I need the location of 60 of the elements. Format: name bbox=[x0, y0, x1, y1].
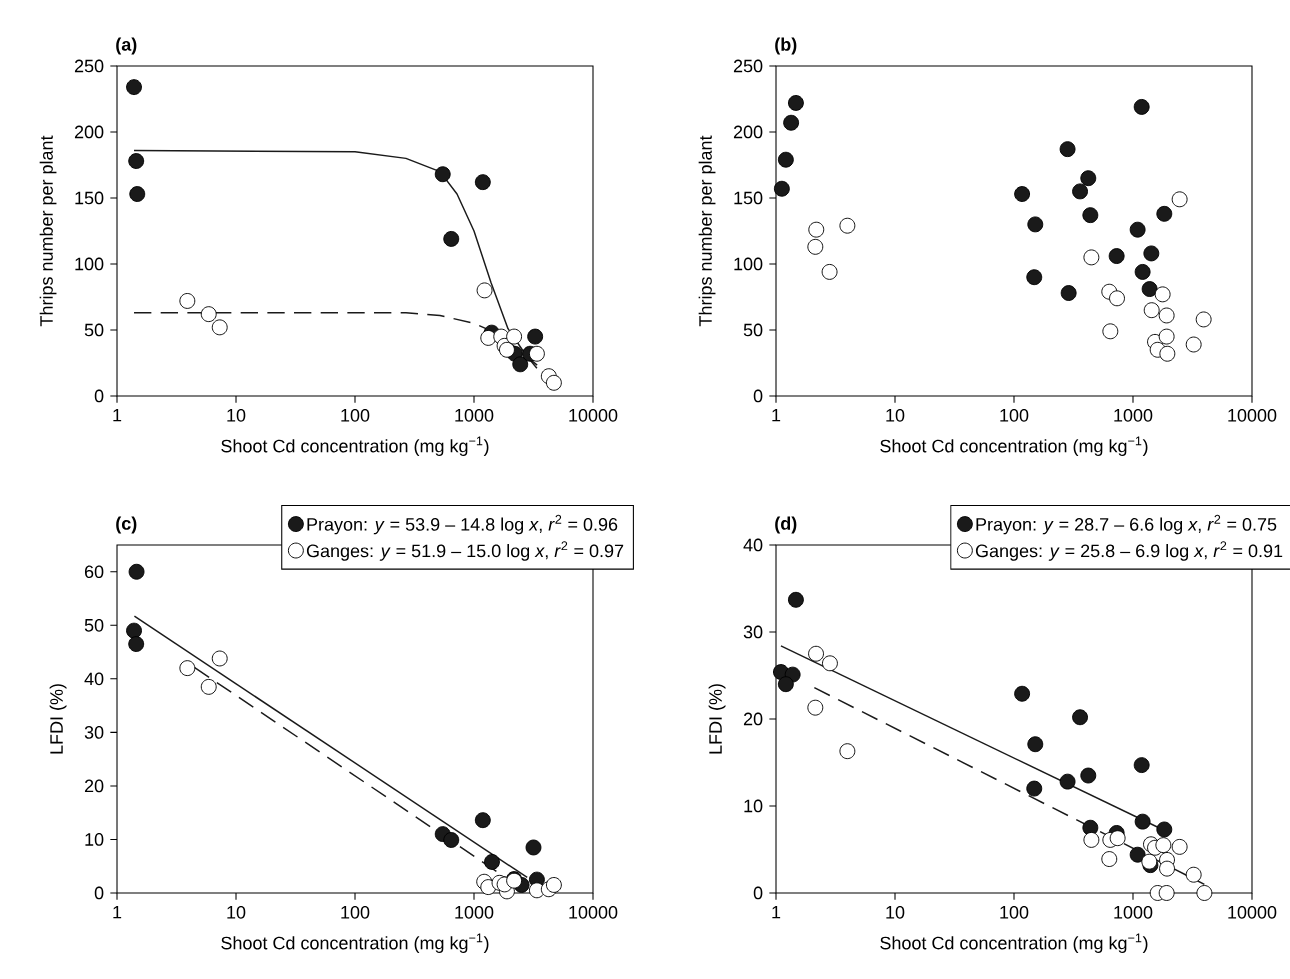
y-tick-label: 40 bbox=[743, 538, 763, 552]
x-tick-label: 10 bbox=[227, 905, 246, 919]
legend-label: Ganges: y = 51.9 – 15.0 log x, r$^{2}$ = 0.97 bbox=[306, 541, 624, 561]
y-axis-title: LFDI (%) bbox=[708, 684, 726, 754]
x-tick-label: 1 bbox=[772, 905, 781, 919]
y-tick-label: 200 bbox=[733, 125, 763, 139]
x-axis-title: Shoot Cd concentration (mg kg$^{−1}$) bbox=[221, 933, 489, 953]
y-tick-label: 200 bbox=[74, 125, 104, 139]
y-tick-label: 50 bbox=[84, 618, 104, 632]
y-tick-label: 0 bbox=[94, 886, 104, 900]
x-tick-label: 1 bbox=[113, 905, 122, 919]
x-tick-label: 1000 bbox=[1114, 408, 1153, 422]
chart-title: (d) bbox=[775, 516, 797, 534]
x-tick-label: 100 bbox=[1000, 905, 1029, 919]
y-tick-label: 250 bbox=[74, 59, 104, 73]
y-tick-label: 0 bbox=[753, 389, 763, 403]
x-tick-label: 10 bbox=[886, 408, 905, 422]
y-tick-label: 30 bbox=[84, 726, 104, 739]
y-tick-label: 40 bbox=[84, 672, 104, 686]
legend-label: Ganges: y = 25.8 – 6.9 log x, r$^{2}$ = 0.91 bbox=[975, 541, 1283, 561]
y-tick-label: 30 bbox=[743, 625, 763, 639]
legend-label: Prayon: y = 53.9 – 14.8 log x, r$^{2}$ = 0.96 bbox=[307, 514, 618, 535]
chart-title: (b) bbox=[775, 37, 797, 55]
x-tick-label: 1000 bbox=[455, 905, 494, 919]
y-tick-label: 0 bbox=[94, 389, 104, 403]
x-axis-title: Shoot Cd concentration (mg kg$^{−1}$) bbox=[880, 933, 1148, 953]
x-tick-label: 10 bbox=[886, 905, 905, 919]
x-tick-label: 10000 bbox=[569, 905, 618, 919]
y-tick-label: 20 bbox=[84, 779, 104, 793]
chart-title: (c) bbox=[116, 516, 137, 534]
chart-title: (a) bbox=[116, 37, 137, 55]
y-tick-label: 10 bbox=[85, 833, 104, 846]
legend-label: Prayon: y = 28.7 – 6.6 log x, r$^{2}$ = 0.75 bbox=[976, 514, 1277, 535]
x-tick-label: 1 bbox=[772, 408, 781, 422]
y-tick-label: 0 bbox=[753, 886, 763, 900]
x-tick-label: 100 bbox=[341, 905, 370, 919]
y-tick-label: 20 bbox=[743, 712, 763, 726]
y-axis-title: LFDI (%) bbox=[49, 684, 67, 754]
y-tick-label: 150 bbox=[734, 191, 763, 205]
x-tick-label: 1 bbox=[113, 408, 122, 422]
x-tick-label: 1000 bbox=[455, 408, 494, 422]
x-tick-label: 10 bbox=[227, 408, 246, 422]
y-tick-label: 50 bbox=[743, 323, 763, 337]
y-tick-label: 50 bbox=[84, 323, 104, 337]
x-tick-label: 10000 bbox=[1228, 905, 1277, 919]
y-tick-label: 150 bbox=[75, 191, 104, 205]
x-tick-label: 1000 bbox=[1114, 905, 1153, 919]
x-tick-label: 100 bbox=[341, 408, 370, 422]
y-axis-title: Thrips number per plant bbox=[39, 135, 57, 327]
y-tick-label: 60 bbox=[84, 565, 104, 579]
x-axis-title: Shoot Cd concentration (mg kg$^{−1}$) bbox=[880, 436, 1148, 456]
x-axis-title: Shoot Cd concentration (mg kg$^{−1}$) bbox=[221, 436, 489, 456]
y-axis-title: Thrips number per plant bbox=[698, 135, 716, 327]
y-tick-label: 250 bbox=[733, 59, 763, 73]
x-tick-label: 10000 bbox=[569, 408, 618, 422]
y-tick-label: 10 bbox=[744, 799, 763, 813]
y-tick-label: 100 bbox=[75, 257, 104, 271]
x-tick-label: 100 bbox=[1000, 408, 1029, 422]
y-tick-label: 100 bbox=[734, 257, 763, 271]
x-tick-label: 10000 bbox=[1228, 408, 1277, 422]
